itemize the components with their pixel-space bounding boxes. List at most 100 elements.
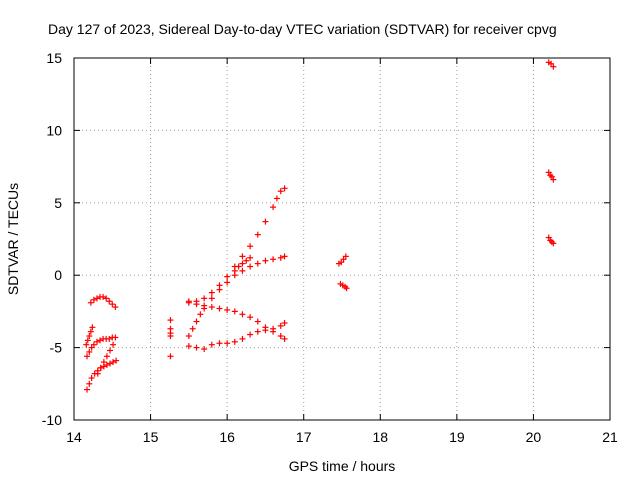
data-point bbox=[208, 304, 215, 311]
y-axis: -10 -5 0 5 10 15 bbox=[42, 50, 610, 428]
data-point bbox=[270, 325, 277, 332]
data-point bbox=[231, 308, 238, 315]
data-point bbox=[167, 317, 174, 324]
data-point bbox=[247, 243, 254, 250]
data-point bbox=[224, 279, 231, 286]
x-tick-label: 14 bbox=[66, 429, 82, 445]
data-point bbox=[239, 311, 246, 318]
data-point bbox=[86, 380, 93, 387]
series-arc-k bbox=[231, 254, 254, 274]
data-point bbox=[103, 295, 110, 302]
series-arc-b bbox=[84, 334, 119, 360]
data-point bbox=[93, 338, 100, 345]
data-point bbox=[109, 301, 116, 308]
data-point bbox=[270, 256, 277, 263]
data-point bbox=[84, 386, 91, 393]
data-point bbox=[247, 254, 254, 261]
series-arc-p bbox=[545, 234, 557, 247]
data-point bbox=[262, 327, 269, 334]
data-point bbox=[262, 257, 269, 264]
series-arc-n bbox=[545, 59, 557, 70]
x-axis: 14 15 16 17 18 19 20 21 bbox=[66, 58, 618, 445]
data-point bbox=[87, 328, 94, 335]
y-tick-label: 5 bbox=[54, 195, 62, 211]
series-arc-d bbox=[83, 324, 96, 348]
data-point bbox=[197, 311, 204, 318]
series-arc-i bbox=[185, 298, 288, 342]
data-point bbox=[239, 253, 246, 260]
data-point bbox=[94, 370, 101, 377]
data-point bbox=[193, 318, 200, 325]
data-point bbox=[84, 353, 91, 360]
data-point bbox=[83, 341, 90, 348]
grid-layer bbox=[74, 58, 610, 420]
data-point bbox=[208, 295, 215, 302]
y-tick-label: 15 bbox=[46, 50, 62, 66]
data-point bbox=[254, 328, 261, 335]
chart-title: Day 127 of 2023, Sidereal Day-to-day VTE… bbox=[48, 21, 557, 37]
data-point bbox=[273, 195, 280, 202]
data-point bbox=[112, 334, 119, 341]
data-point bbox=[216, 305, 223, 312]
series-arc-c bbox=[84, 357, 120, 393]
data-point bbox=[97, 364, 104, 371]
data-point bbox=[86, 348, 93, 355]
y-tick-label: -10 bbox=[42, 412, 62, 428]
data-point bbox=[106, 335, 113, 342]
y-tick-label: 0 bbox=[54, 267, 62, 283]
data-point bbox=[281, 185, 288, 192]
x-tick-label: 19 bbox=[449, 429, 465, 445]
data-point bbox=[281, 253, 288, 260]
data-point bbox=[93, 295, 100, 302]
data-point bbox=[247, 263, 254, 270]
data-point bbox=[112, 304, 119, 311]
data-point bbox=[106, 360, 113, 367]
data-point bbox=[254, 318, 261, 325]
data-point bbox=[189, 325, 196, 332]
x-tick-label: 15 bbox=[143, 429, 159, 445]
data-point bbox=[208, 341, 215, 348]
x-tick-label: 18 bbox=[372, 429, 388, 445]
data-point bbox=[86, 333, 93, 340]
data-point bbox=[100, 293, 107, 300]
data-point bbox=[90, 341, 97, 348]
data-point bbox=[239, 335, 246, 342]
data-point bbox=[201, 295, 208, 302]
data-point bbox=[110, 341, 117, 348]
series-arc-m bbox=[337, 280, 350, 292]
data-point bbox=[185, 298, 192, 305]
data-point bbox=[88, 375, 95, 382]
x-tick-label: 21 bbox=[602, 429, 618, 445]
data-point bbox=[231, 267, 238, 274]
data-point bbox=[550, 240, 557, 247]
data-point bbox=[343, 285, 350, 292]
data-point bbox=[247, 314, 254, 321]
data-point bbox=[89, 324, 96, 331]
data-point bbox=[87, 299, 94, 306]
y-tick-label: -5 bbox=[50, 340, 63, 356]
data-point bbox=[113, 357, 120, 364]
y-axis-label: SDTVAR / TECUs bbox=[5, 183, 21, 295]
data-point bbox=[106, 298, 113, 305]
x-tick-label: 17 bbox=[296, 429, 312, 445]
series-arc-l bbox=[335, 253, 349, 267]
data-point bbox=[216, 340, 223, 347]
data-point bbox=[254, 260, 261, 267]
data-point bbox=[201, 302, 208, 309]
data-point bbox=[224, 273, 231, 280]
series-arc-j bbox=[185, 319, 288, 353]
data-point bbox=[277, 333, 284, 340]
y-tick-label: 10 bbox=[46, 122, 62, 138]
x-axis-label: GPS time / hours bbox=[289, 458, 396, 474]
data-point bbox=[277, 254, 284, 261]
data-point bbox=[224, 340, 231, 347]
data-point bbox=[231, 338, 238, 345]
data-point bbox=[167, 333, 174, 340]
data-point bbox=[97, 337, 104, 344]
plot-frame bbox=[73, 57, 611, 421]
data-point bbox=[550, 176, 557, 183]
series-arc-g bbox=[185, 185, 288, 306]
data-point bbox=[262, 218, 269, 225]
data-point bbox=[277, 322, 284, 329]
